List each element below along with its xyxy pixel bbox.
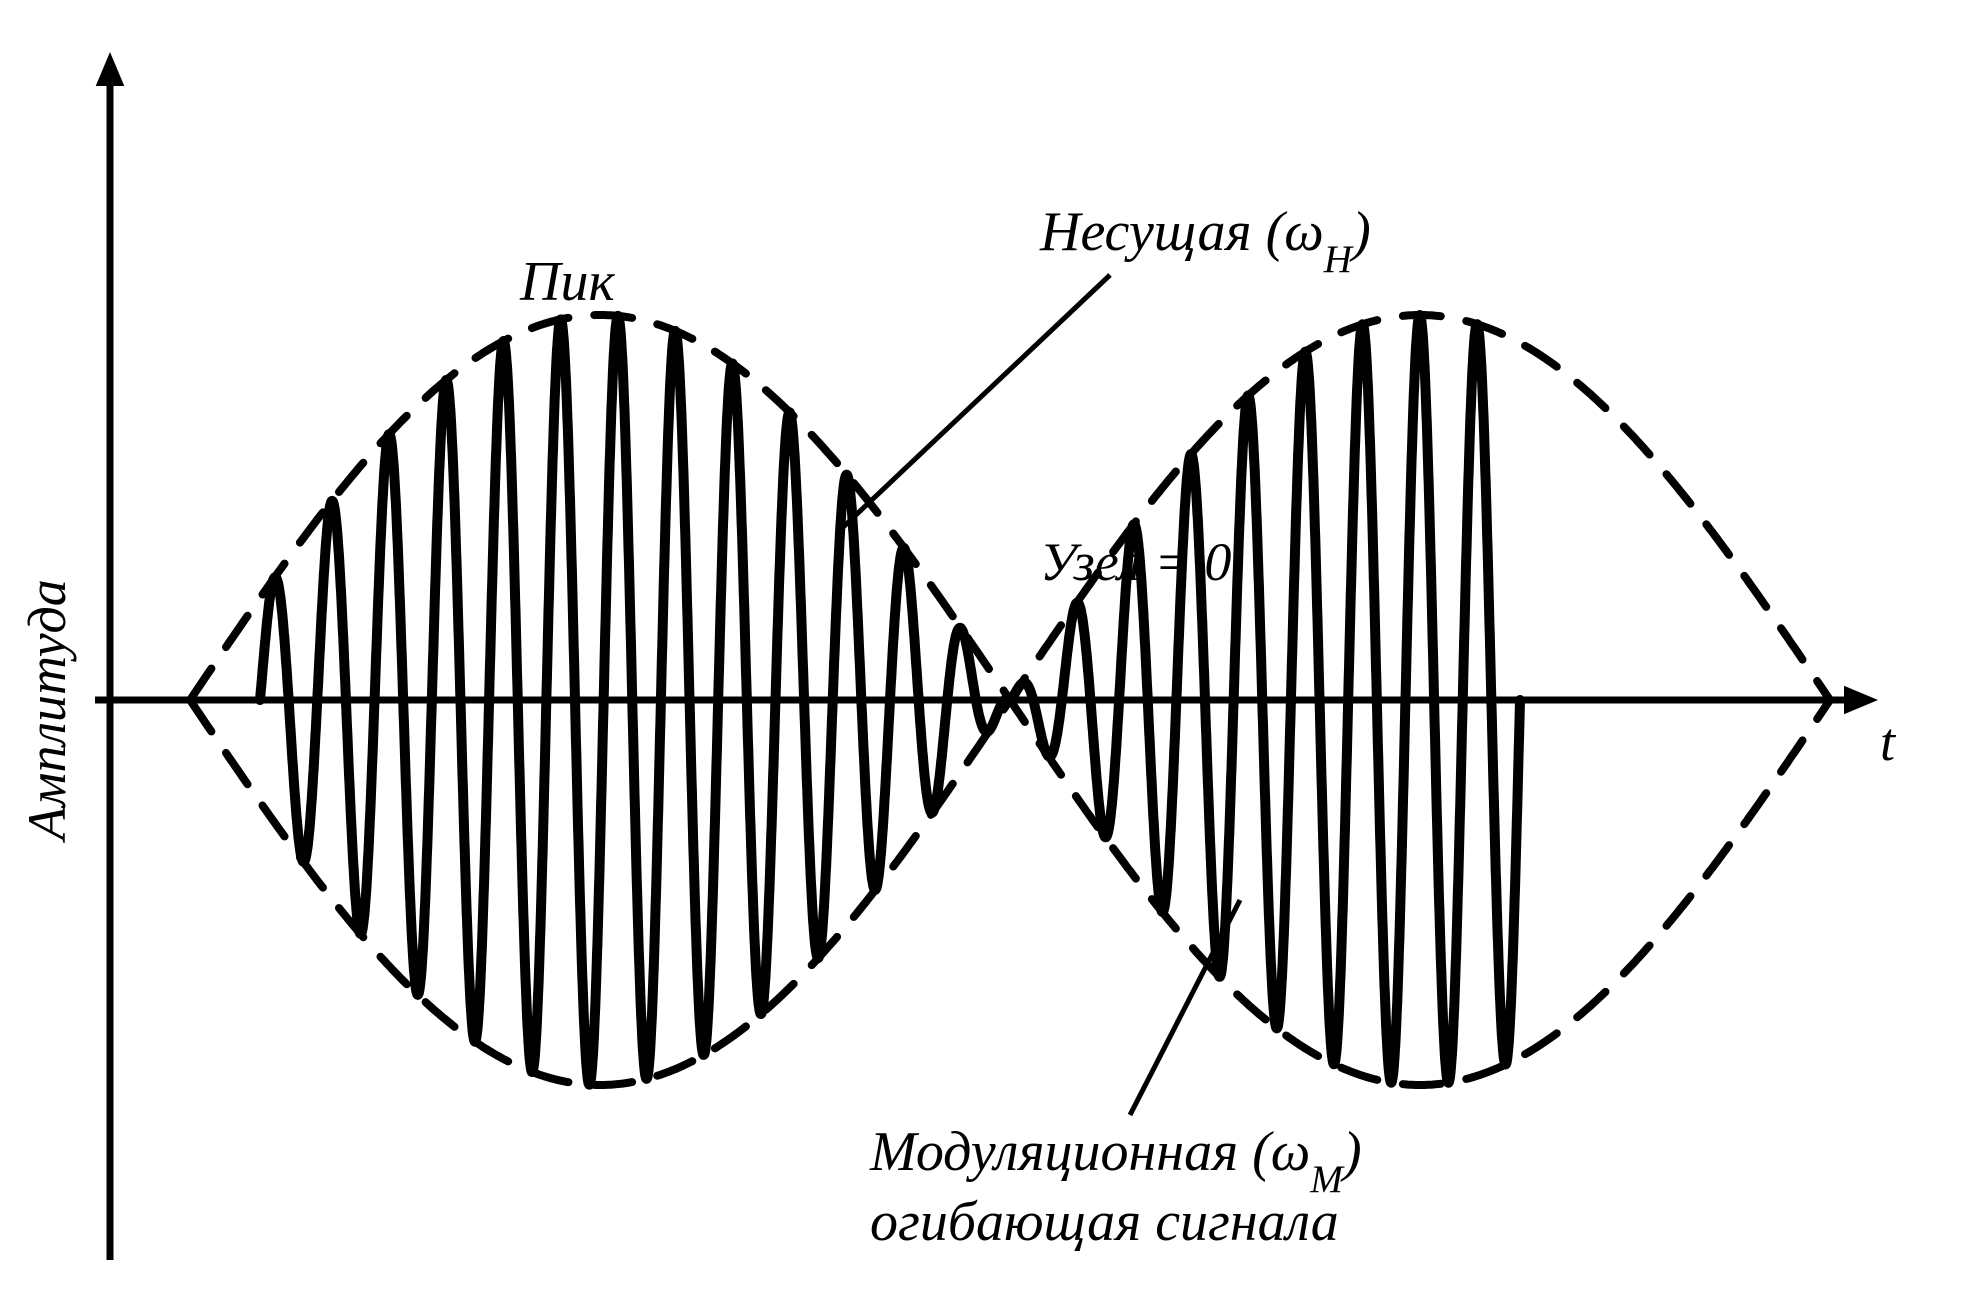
label-modulation-line2: огибающая сигнала	[870, 1191, 1339, 1253]
y-axis-label: Амплитуда	[17, 579, 77, 843]
label-peak: Пик	[519, 251, 615, 313]
label-node: Узел = 0	[1040, 532, 1231, 592]
x-axis-label: t	[1880, 712, 1897, 772]
